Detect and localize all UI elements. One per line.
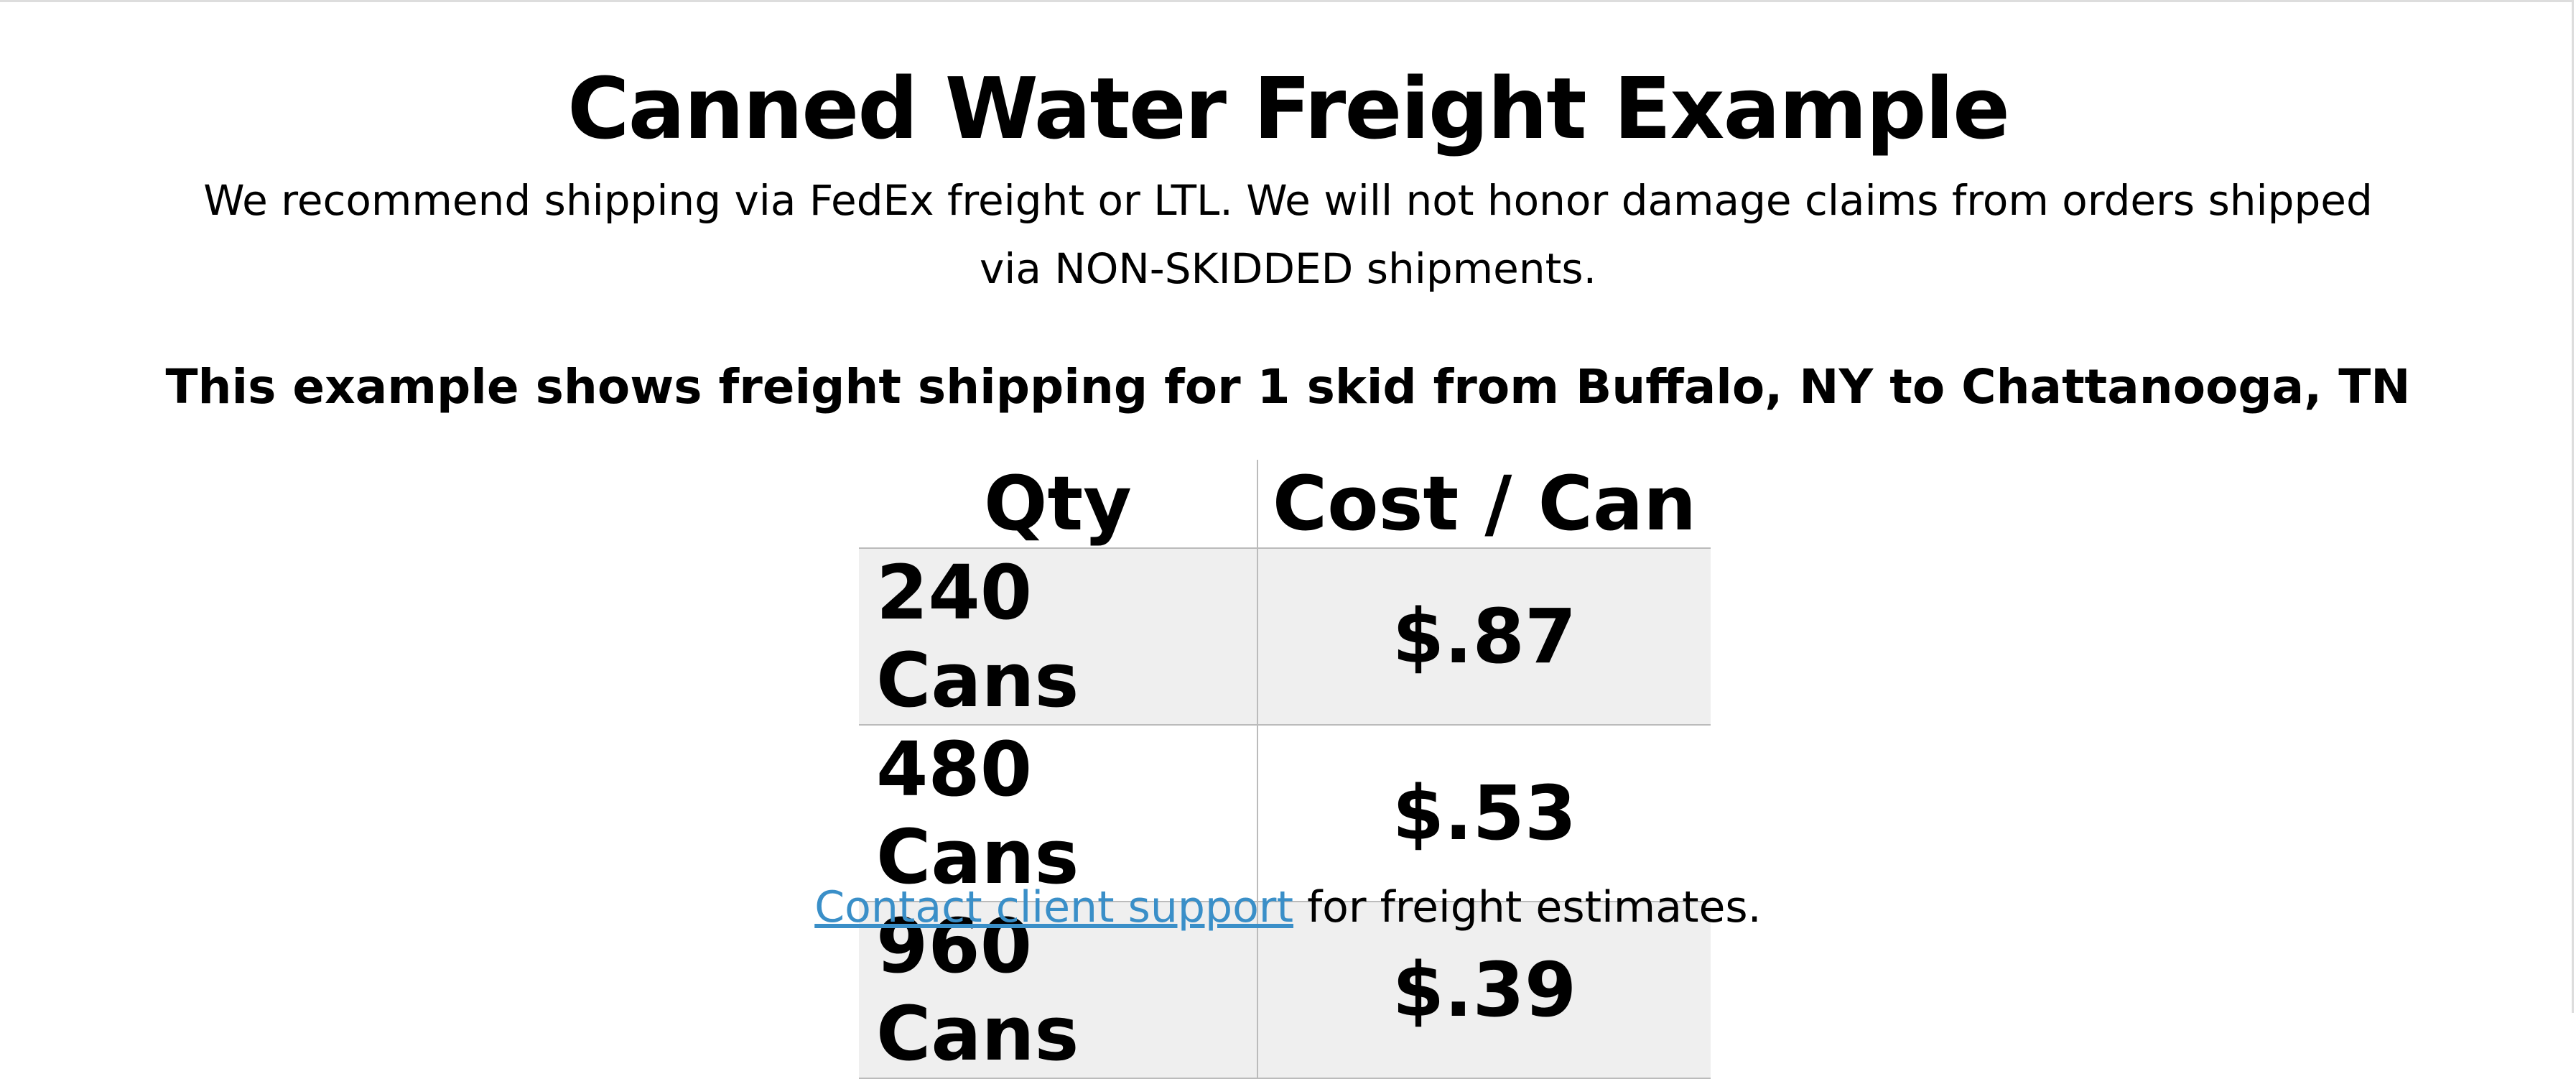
frame	[0, 0, 2574, 1013]
column-header: Cost / Can	[1272, 460, 1697, 547]
table-row: 240 Cans $.87	[859, 547, 1711, 725]
freight-table: Qty Cost / Can 240 Cans $.87 480 Cans $.53 9…	[859, 460, 1711, 1079]
support-link[interactable]: Contact client support	[814, 882, 1293, 932]
footer: Contact client support for freight estim…	[0, 882, 2576, 932]
table-row: 480 Cans $.53	[859, 724, 1711, 902]
header-row: Qty Cost / Can	[859, 460, 1711, 548]
title: Canned Water Freight Example	[567, 59, 2010, 158]
description: This example shows freight shipping for …	[165, 359, 2411, 415]
cost-cell: $.53	[1257, 724, 1711, 902]
footer-text: for freight estimates.	[1307, 882, 1762, 932]
cost-cell: $.87	[1257, 547, 1711, 725]
column-header: Qty	[859, 460, 1258, 548]
table-body: 240 Cans $.87 480 Cans $.53 960 Cans $.39	[859, 547, 1711, 1079]
subtitle: We recommend shipping via FedEx freight …	[203, 176, 2373, 293]
qty-cell: 240 Cans	[859, 547, 1258, 725]
qty-cell: 480 Cans	[859, 724, 1258, 902]
